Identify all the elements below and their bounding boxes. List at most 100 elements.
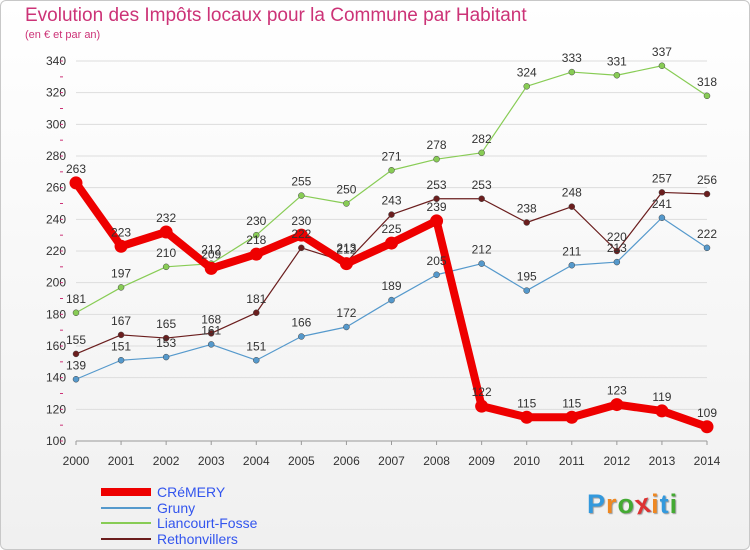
data-point (298, 192, 305, 199)
data-point (162, 334, 170, 342)
x-tick-label: 2010 (513, 454, 540, 468)
data-point (613, 72, 621, 79)
data-point (339, 257, 353, 271)
data-point (114, 239, 128, 253)
data-label: 223 (111, 225, 131, 239)
data-label: 181 (66, 292, 86, 306)
logo-letter: i (669, 489, 679, 519)
data-point (478, 149, 485, 157)
y-tick-label: 200 (46, 276, 66, 290)
data-label: 195 (517, 270, 537, 284)
data-label: 253 (472, 178, 492, 192)
data-label: 115 (562, 396, 581, 410)
data-point (388, 296, 395, 304)
data-point (343, 200, 350, 207)
data-point (658, 189, 666, 196)
data-label: 232 (156, 211, 176, 225)
data-label: 222 (697, 227, 717, 241)
data-point (568, 262, 576, 269)
data-label: 248 (562, 186, 582, 200)
data-point (253, 357, 260, 364)
x-tick-label: 2013 (649, 454, 676, 468)
data-label: 213 (607, 241, 627, 255)
x-tick-label: 2014 (694, 454, 721, 468)
legend-label: Liancourt-Fosse (157, 515, 258, 531)
y-tick-label: 280 (46, 149, 66, 163)
data-label: 115 (517, 396, 536, 410)
data-point (72, 350, 80, 358)
data-label: 243 (381, 194, 401, 208)
y-tick-label: 220 (46, 244, 66, 258)
x-tick-label: 2005 (288, 454, 315, 468)
data-label: 253 (427, 178, 447, 192)
data-label: 155 (66, 333, 86, 347)
data-point (478, 260, 485, 267)
data-label: 172 (336, 306, 356, 320)
data-point (610, 398, 624, 412)
data-label: 333 (562, 51, 582, 65)
data-label: 239 (427, 200, 447, 214)
x-tick-label: 2002 (153, 454, 180, 468)
y-tick-label: 180 (46, 307, 66, 321)
data-label: 151 (246, 339, 266, 353)
data-label: 278 (427, 138, 447, 152)
data-label: 119 (652, 390, 671, 404)
y-tick-label: 140 (46, 371, 66, 385)
legend-item: Rethonvillers (101, 530, 301, 548)
y-tick-label: 300 (46, 117, 66, 131)
data-point (658, 214, 666, 221)
data-point (703, 92, 711, 100)
data-label: 218 (246, 233, 266, 247)
data-label: 337 (652, 45, 672, 59)
data-label: 212 (472, 243, 492, 257)
data-point (565, 410, 579, 424)
data-point (162, 263, 170, 271)
data-point (385, 236, 398, 250)
data-point (207, 341, 215, 348)
data-point (523, 287, 530, 294)
data-point (343, 323, 350, 331)
series-lines (69, 62, 714, 434)
y-tick-label: 160 (46, 339, 66, 353)
data-label: 189 (381, 279, 401, 293)
legend-label: Rethonvillers (157, 530, 238, 547)
y-tick-label: 340 (46, 54, 66, 68)
logo-letter: P (587, 489, 607, 519)
data-point (388, 167, 395, 174)
logo-letter: o (617, 489, 636, 519)
data-label: 212 (336, 243, 356, 257)
chart-title: Evolution des Impôts locaux pour la Comm… (25, 5, 527, 26)
data-point (568, 203, 576, 210)
data-label: 205 (427, 254, 447, 268)
data-point (298, 244, 305, 252)
data-label: 255 (291, 175, 311, 189)
data-point (520, 410, 534, 424)
data-point (298, 333, 305, 340)
data-point (117, 357, 125, 364)
axes: 100 120 140 160 180 200 220 240 260 280 300 320 340 2… (46, 54, 721, 468)
data-point (253, 231, 260, 239)
legend-swatch (101, 506, 151, 509)
data-label: 230 (246, 214, 266, 228)
data-label: 213 (336, 241, 356, 255)
data-label: 263 (66, 162, 86, 176)
data-point (433, 155, 440, 163)
data-label: 123 (607, 384, 627, 398)
data-label: 225 (381, 222, 401, 236)
data-label: 222 (291, 227, 311, 241)
y-tick-label: 240 (46, 212, 66, 226)
data-point (117, 284, 125, 291)
data-point (253, 309, 260, 316)
logo-letter: r (606, 489, 618, 519)
data-label: 209 (201, 247, 221, 261)
data-label: 211 (562, 244, 581, 258)
data-label: 257 (652, 171, 672, 185)
legend-item: Liancourt-Fosse (101, 516, 301, 532)
data-point (613, 247, 621, 255)
data-label: 220 (607, 230, 627, 244)
legend-label: CRéMERY (157, 484, 226, 500)
data-point (388, 211, 395, 218)
legend-swatch (101, 522, 151, 524)
